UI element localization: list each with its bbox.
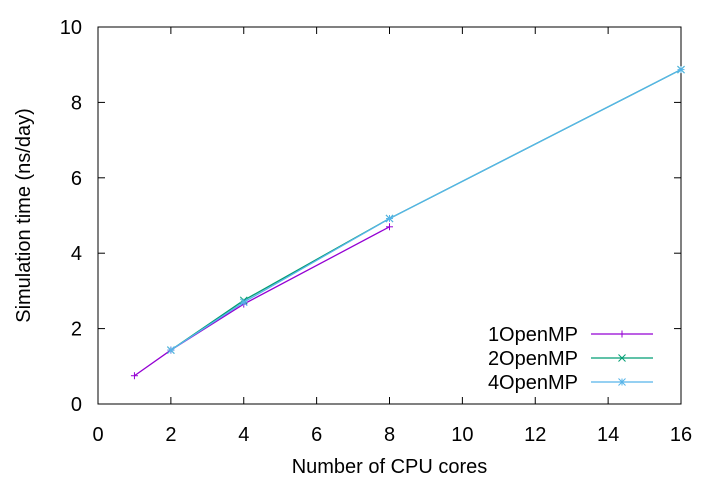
legend-entry: 2OpenMP [488, 348, 653, 370]
series-line [134, 226, 390, 377]
x-tick-label: 12 [524, 424, 546, 446]
legend-marker [618, 378, 626, 386]
series-layer [130, 65, 685, 380]
y-tick-label: 10 [60, 17, 82, 39]
x-tick-label: 14 [597, 424, 619, 446]
data-point [239, 298, 248, 307]
x-tick-label: 10 [451, 424, 473, 446]
x-tick-label: 4 [238, 424, 249, 446]
y-tick-label: 6 [71, 168, 82, 190]
legend-marker [618, 330, 626, 338]
series-line [170, 69, 682, 351]
legend-label: 2OpenMP [488, 348, 578, 370]
data-point [130, 372, 138, 380]
series-line [170, 69, 682, 351]
legend-entry: 1OpenMP [488, 324, 653, 346]
data-point [167, 346, 175, 354]
legend-entry: 4OpenMP [488, 372, 653, 394]
x-tick-label: 16 [670, 424, 692, 446]
data-point [677, 65, 685, 74]
legend-marker [618, 354, 626, 362]
y-tick-label: 0 [71, 394, 82, 416]
axis-ticks: 0 2 4 6 8 10 12 14 16 0 2 4 6 8 10 [60, 17, 692, 446]
y-tick-label: 4 [71, 243, 82, 265]
x-tick-label: 6 [311, 424, 322, 446]
y-tick-label: 2 [71, 319, 82, 341]
series-2OpenMP [167, 65, 685, 354]
legend-label: 1OpenMP [488, 324, 578, 346]
x-tick-label: 8 [384, 424, 395, 446]
legend-label: 4OpenMP [488, 372, 578, 394]
series-1OpenMP [130, 223, 393, 380]
data-point [385, 214, 394, 223]
y-axis-label: Simulation time (ns/day) [13, 108, 35, 323]
data-point [386, 223, 393, 231]
x-tick-label: 0 [92, 424, 103, 446]
series-4OpenMP [167, 65, 685, 354]
x-axis-label: Number of CPU cores [292, 456, 488, 478]
y-tick-label: 8 [71, 92, 82, 114]
x-tick-label: 2 [165, 424, 176, 446]
